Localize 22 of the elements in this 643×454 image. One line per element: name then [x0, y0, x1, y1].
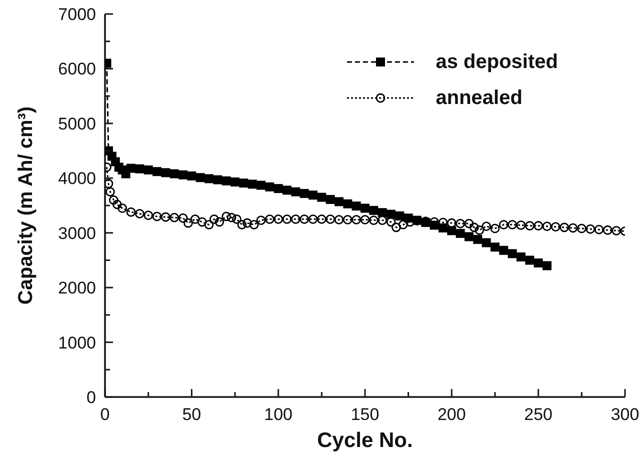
- y-tick-label: 0: [86, 388, 96, 407]
- y-tick-label: 4000: [58, 169, 96, 188]
- y-tick-label: 3000: [58, 224, 96, 243]
- x-tick-label: 300: [610, 405, 640, 424]
- x-tick-label: 250: [524, 405, 553, 424]
- legend-label: annealed: [436, 86, 522, 110]
- x-tick-label: 100: [264, 405, 293, 424]
- legend-label: as deposited: [436, 50, 558, 74]
- y-axis-title: Capacity (m Ah/ cm³): [15, 106, 37, 305]
- x-tick-label: 200: [437, 405, 466, 424]
- y-tick-label: 7000: [58, 5, 96, 24]
- y-tick-label: 2000: [58, 278, 96, 298]
- x-tick-label: 150: [350, 405, 380, 424]
- y-tick-label: 1000: [58, 333, 96, 352]
- point: [542, 261, 552, 270]
- x-tick-label: 0: [100, 405, 110, 424]
- x-tick-label: 50: [182, 405, 202, 424]
- y-tick-label: 5000: [58, 114, 96, 134]
- point: [482, 238, 491, 248]
- y-tick-label: 6000: [58, 60, 96, 79]
- x-axis-title: Cycle No.: [317, 429, 413, 452]
- point: [490, 242, 500, 252]
